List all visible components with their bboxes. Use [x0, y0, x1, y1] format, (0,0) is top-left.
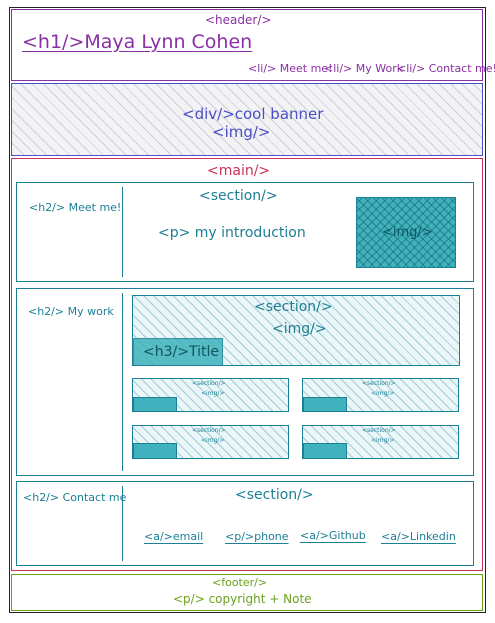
contact-section: [16, 481, 474, 566]
header-tag: <header/>: [205, 13, 272, 27]
project-card-title-box: [133, 397, 177, 412]
meet-image: [356, 197, 456, 268]
contact-link-github[interactable]: <a/>Github: [300, 529, 366, 542]
project-card-img-label: <img/>: [371, 437, 395, 444]
featured-section-label: <section/>: [254, 299, 333, 315]
featured-img-label: <img/>: [272, 321, 327, 337]
page-frame: [9, 7, 486, 613]
site-title: <h1/>Maya Lynn Cohen: [22, 31, 253, 53]
project-card-img-label: <img/>: [371, 390, 395, 397]
intro-paragraph: <p> my introduction: [158, 225, 306, 241]
meet-divider: [122, 187, 123, 277]
featured-title-box: [133, 338, 223, 366]
work-heading: <h2/> My work: [28, 305, 114, 318]
contact-section-label: <section/>: [235, 487, 314, 503]
banner-label: <div/>cool banner: [182, 105, 324, 123]
footer-box: [11, 574, 483, 611]
nav-item-contact[interactable]: <li/> Contact me!: [397, 62, 495, 75]
banner-img-label: <img/>: [212, 123, 271, 141]
project-card-img-label: <img/>: [201, 437, 225, 444]
project-card[interactable]: [132, 425, 289, 459]
project-card[interactable]: [302, 425, 459, 459]
meet-image-label: <img/>: [382, 225, 433, 240]
contact-link-email[interactable]: <a/>email: [144, 530, 204, 543]
nav-item-meet[interactable]: <li/> Meet me!: [248, 62, 333, 75]
meet-section-label: <section/>: [199, 188, 278, 204]
contact-link-phone[interactable]: <p/>phone: [225, 530, 289, 543]
contact-heading: <h2/> Contact me: [23, 491, 127, 504]
featured-title: <h3/>Title: [143, 344, 219, 360]
footer-tag: <footer/>: [212, 576, 268, 589]
contact-link-linkedin[interactable]: <a/>Linkedin: [381, 530, 456, 543]
project-card-section-label: <section/>: [192, 380, 226, 387]
nav-item-work[interactable]: <li/> My Work: [324, 62, 404, 75]
featured-project-card[interactable]: [132, 295, 460, 366]
project-card-img-label: <img/>: [201, 390, 225, 397]
footer-text: <p/> copyright + Note: [173, 592, 312, 606]
project-card-section-label: <section/>: [192, 427, 226, 434]
project-card-title-box: [133, 443, 177, 459]
main-box: [11, 158, 483, 571]
work-divider: [122, 293, 123, 471]
header-box: [11, 9, 483, 81]
project-card-title-box: [303, 397, 347, 412]
work-section: [16, 288, 474, 476]
main-tag: <main/>: [207, 163, 271, 179]
contact-divider: [122, 486, 123, 561]
meet-section: [16, 182, 474, 282]
project-card-section-label: <section/>: [362, 427, 396, 434]
project-card-section-label: <section/>: [362, 380, 396, 387]
banner-box: [11, 83, 483, 156]
meet-heading: <h2/> Meet me!: [29, 201, 122, 214]
project-card-title-box: [303, 443, 347, 459]
